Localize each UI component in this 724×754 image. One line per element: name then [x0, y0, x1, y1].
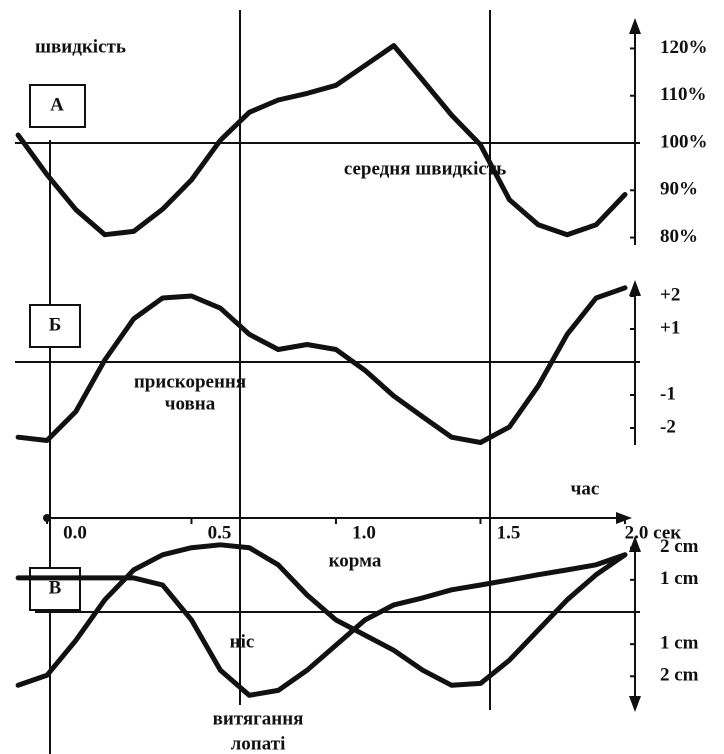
annotation: середня швидкість [344, 158, 506, 179]
panel-label: В [49, 577, 62, 598]
y-tick-label: -1 [660, 383, 676, 404]
y-tick-label: 90% [660, 179, 698, 200]
y-tick-label: 100% [660, 131, 708, 152]
y-tick-label: 80% [660, 226, 698, 247]
chart: Ашвидкість середня швидкість 120% 110% 100% 9… [0, 0, 724, 754]
annotation: човна [165, 393, 216, 414]
series-label: ніс [230, 631, 255, 652]
y-tick-label: +2 [660, 284, 680, 305]
arrow-head [629, 280, 641, 296]
annotation: лопаті [231, 733, 286, 754]
arrow-head [629, 696, 641, 712]
data-line [18, 555, 625, 696]
x-tick-label: 1.0 [352, 522, 376, 543]
arrow-head [629, 18, 641, 34]
annotation: прискорення [134, 371, 246, 392]
series-label: корма [329, 550, 382, 571]
y-tick-label: 120% [660, 37, 708, 58]
y-tick-label: 2 cm [660, 665, 699, 686]
y-tick-label: 1 cm [660, 568, 699, 589]
panel-label: А [50, 94, 64, 115]
x-tick-label: 1.5 [497, 522, 521, 543]
data-line [18, 545, 625, 686]
y-tick-label: 110% [660, 84, 706, 105]
y-tick-label: -2 [660, 416, 676, 437]
y-tick-label: 1 cm [660, 633, 699, 654]
data-line [18, 46, 625, 235]
annotation: витягання [213, 708, 304, 729]
x-tick-label: 2.0 сек [625, 522, 682, 543]
x-tick-label: 0.5 [208, 522, 232, 543]
y-axis-label: швидкість [35, 36, 126, 57]
data-line [18, 288, 625, 443]
y-tick-label: +1 [660, 317, 680, 338]
panel-label: Б [49, 314, 62, 335]
x-axis-label: час [571, 478, 600, 499]
x-tick-label: 0.0 [63, 522, 87, 543]
